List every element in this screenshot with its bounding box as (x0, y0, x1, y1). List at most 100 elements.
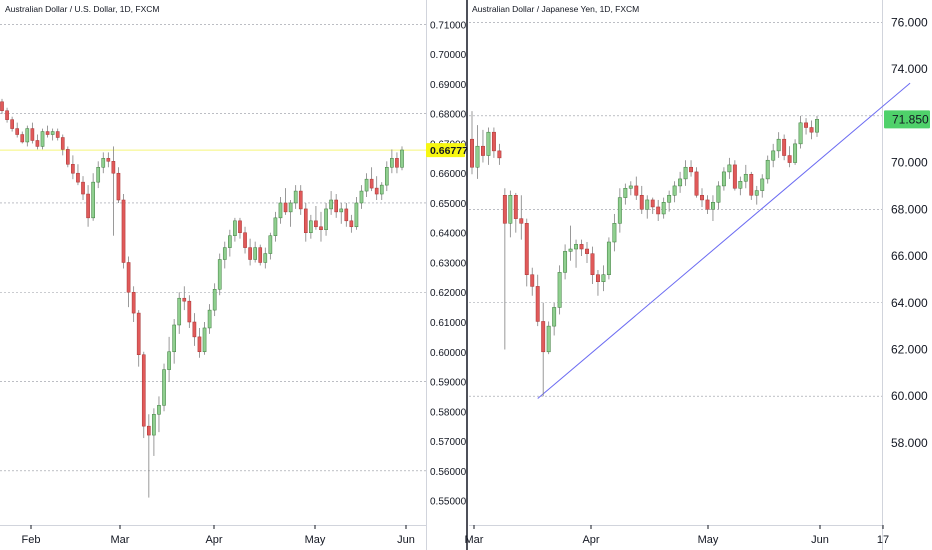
audusd-candle[interactable] (177, 292, 182, 334)
audusd-candle[interactable] (334, 194, 338, 218)
audjpy-candle[interactable] (568, 225, 573, 261)
audusd-candle[interactable] (374, 176, 379, 200)
audjpy-candle[interactable] (535, 274, 540, 327)
audjpy-candle[interactable] (776, 132, 781, 158)
audusd-candle[interactable] (50, 128, 55, 141)
audjpy-candle[interactable] (617, 188, 622, 233)
audusd-candle[interactable] (172, 319, 176, 364)
audusd-candle[interactable] (390, 149, 394, 174)
audjpy-candle[interactable] (502, 188, 507, 350)
audusd-chart-pane[interactable]: 0.710000.700000.690000.680000.670000.660… (0, 0, 468, 550)
audjpy-candle[interactable] (689, 160, 693, 177)
audusd-time-axis[interactable]: Feb Mar Apr May Jun (22, 525, 415, 546)
audjpy-candle[interactable] (552, 302, 557, 336)
audjpy-candle[interactable] (678, 171, 683, 193)
audusd-candle[interactable] (25, 125, 30, 147)
audjpy-candle[interactable] (721, 167, 726, 191)
audjpy-candle[interactable] (650, 197, 655, 214)
audjpy-candle[interactable] (765, 155, 770, 184)
audusd-candle[interactable] (192, 313, 197, 346)
audjpy-candle[interactable] (732, 160, 737, 191)
audusd-candle[interactable] (147, 414, 151, 498)
audusd-candle[interactable] (66, 146, 70, 168)
audusd-candle[interactable] (379, 182, 384, 200)
audusd-candle[interactable] (303, 202, 308, 242)
audjpy-candle[interactable] (513, 192, 518, 233)
audusd-candle[interactable] (91, 173, 95, 221)
audusd-candle[interactable] (20, 131, 25, 144)
audjpy-candle[interactable] (601, 265, 606, 292)
audusd-candle[interactable] (384, 161, 389, 192)
audjpy-candle[interactable] (628, 181, 633, 196)
audusd-candle[interactable] (131, 286, 136, 323)
audusd-candle[interactable] (329, 191, 333, 215)
audjpy-candle[interactable] (623, 183, 628, 205)
audusd-candle[interactable] (167, 336, 171, 382)
audusd-candle[interactable] (263, 247, 268, 269)
audjpy-candle[interactable] (590, 246, 595, 285)
audjpy-candle[interactable] (585, 242, 589, 264)
audusd-candle[interactable] (126, 256, 131, 308)
audusd-candle[interactable] (86, 185, 90, 227)
audjpy-candle[interactable] (475, 125, 480, 179)
audjpy-candle[interactable] (574, 239, 578, 268)
audjpy-candle[interactable] (524, 218, 529, 287)
audusd-candle[interactable] (35, 134, 40, 150)
audusd-candle[interactable] (314, 205, 318, 230)
audjpy-candle[interactable] (793, 139, 798, 165)
audjpy-candle[interactable] (557, 265, 562, 315)
audusd-candle[interactable] (45, 125, 50, 138)
audusd-candle[interactable] (217, 253, 222, 296)
audjpy-candle[interactable] (612, 213, 617, 252)
audusd-candle[interactable] (202, 322, 207, 355)
audusd-candle[interactable] (121, 194, 126, 269)
audjpy-candle[interactable] (711, 195, 715, 221)
audusd-candle[interactable] (354, 197, 359, 230)
audusd-candle[interactable] (81, 176, 85, 200)
audjpy-price-axis[interactable]: 76.00074.00072.00070.00068.00066.00064.0… (891, 15, 928, 450)
audusd-candle[interactable] (141, 351, 146, 439)
audusd-candle[interactable] (187, 295, 192, 328)
audjpy-candle[interactable] (486, 127, 491, 165)
audusd-candle[interactable] (182, 286, 187, 311)
audusd-candle[interactable] (10, 116, 14, 132)
audusd-candle[interactable] (15, 122, 20, 138)
audusd-candle[interactable] (96, 161, 101, 189)
audusd-candle[interactable] (344, 202, 349, 227)
audjpy-candle[interactable] (661, 197, 666, 219)
audusd-candle[interactable] (283, 188, 288, 215)
audjpy-candle[interactable] (672, 181, 677, 203)
audjpy-candle[interactable] (470, 111, 474, 175)
audusd-candle[interactable] (136, 310, 141, 367)
audusd-candle[interactable] (197, 327, 202, 358)
audusd-candle[interactable] (5, 107, 9, 123)
audjpy-candle[interactable] (760, 174, 765, 198)
audjpy-chart-pane[interactable]: 76.00074.00072.00070.00068.00066.00064.0… (465, 0, 930, 550)
audusd-candle[interactable] (222, 241, 227, 269)
audjpy-candle[interactable] (596, 270, 600, 296)
audjpy-candle[interactable] (771, 143, 776, 168)
audjpy-candle[interactable] (481, 129, 485, 163)
audusd-candle[interactable] (243, 226, 247, 254)
audusd-candle[interactable] (273, 211, 278, 242)
audusd-candle[interactable] (0, 98, 4, 114)
audjpy-candle[interactable] (656, 199, 661, 221)
audusd-candle[interactable] (298, 185, 303, 215)
audusd-candle[interactable] (258, 244, 263, 266)
audusd-candle[interactable] (248, 238, 252, 266)
audusd-candle[interactable] (293, 185, 298, 209)
audusd-candle[interactable] (106, 152, 111, 168)
audjpy-candle[interactable] (683, 160, 688, 186)
audjpy-candle[interactable] (508, 190, 513, 238)
audjpy-candle[interactable] (639, 185, 644, 214)
audusd-candle[interactable] (212, 283, 217, 317)
audjpy-candle[interactable] (694, 167, 699, 198)
audusd-candle[interactable] (60, 134, 65, 156)
audusd-candle[interactable] (319, 211, 323, 242)
audjpy-candle[interactable] (743, 164, 748, 189)
audjpy-candle[interactable] (754, 185, 759, 205)
audusd-candle[interactable] (207, 304, 212, 334)
audusd-candle[interactable] (40, 128, 45, 150)
audusd-candle[interactable] (395, 152, 399, 174)
audjpy-candle[interactable] (546, 321, 551, 355)
